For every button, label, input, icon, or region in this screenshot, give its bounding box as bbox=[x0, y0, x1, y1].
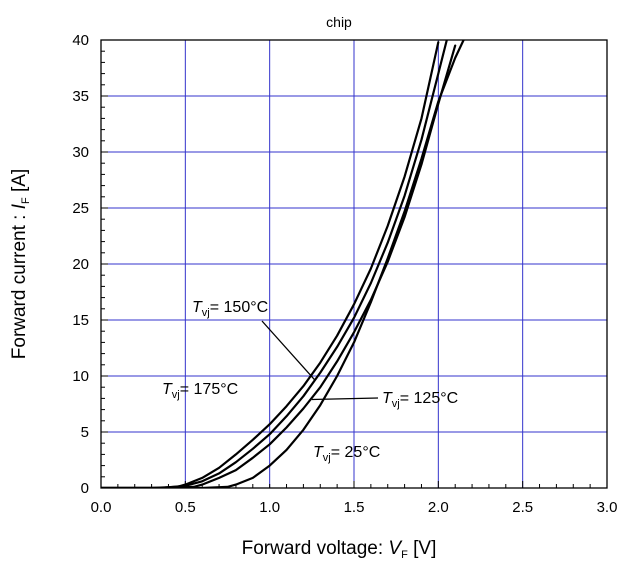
annotation-label-150c: Tvj= 150°C bbox=[192, 299, 268, 319]
x-tick-label: 0.5 bbox=[175, 499, 196, 516]
series-line-2 bbox=[101, 44, 457, 488]
y-axis-title: Forward current : IF [A] bbox=[9, 169, 32, 359]
annotation-pointer-125c bbox=[311, 397, 379, 401]
y-tick-label: 5 bbox=[81, 424, 89, 441]
y-axis-title-prefix: Forward current : bbox=[9, 209, 30, 359]
x-tick-label: 1.0 bbox=[259, 499, 280, 516]
x-axis-title-unit: [V] bbox=[408, 538, 437, 559]
annotation-label-125c: Tvj= 125°C bbox=[382, 390, 458, 410]
x-tick-label: 3.0 bbox=[597, 499, 618, 516]
y-tick-label: 25 bbox=[72, 200, 89, 217]
y-axis-title-symbol: I bbox=[9, 203, 30, 209]
x-tick-label: 1.5 bbox=[344, 499, 365, 516]
axis-ticks: 0.0 0.5 1.0 1.5 2.0 2.5 3.0 0 5 10 15 20 25 30 35 40 bbox=[72, 32, 617, 516]
y-tick-label: 35 bbox=[72, 88, 89, 105]
x-tick-label: 2.0 bbox=[428, 499, 449, 516]
annotation-pointers bbox=[261, 320, 379, 401]
series-line-3 bbox=[101, 40, 465, 488]
y-axis-title-unit: [A] bbox=[9, 169, 30, 198]
x-axis-title-subscript: F bbox=[401, 549, 408, 561]
y-tick-label: 40 bbox=[72, 32, 89, 49]
x-axis-title-prefix: Forward voltage: bbox=[242, 538, 389, 559]
y-tick-label: 20 bbox=[72, 256, 89, 273]
y-tick-label: 30 bbox=[72, 144, 89, 161]
y-axis-title-subscript: F bbox=[20, 197, 32, 204]
x-axis-title: Forward voltage: VF [V] bbox=[242, 538, 437, 561]
chart-title: chip bbox=[326, 14, 352, 30]
x-tick-label: 0.0 bbox=[91, 499, 112, 516]
series-line-1 bbox=[101, 40, 448, 488]
annotation-pointer-150c bbox=[261, 320, 316, 381]
x-axis-title-symbol: V bbox=[388, 538, 403, 559]
x-tick-label: 2.5 bbox=[512, 499, 533, 516]
grid bbox=[101, 40, 607, 488]
y-tick-label: 10 bbox=[72, 368, 89, 385]
y-tick-label: 0 bbox=[81, 480, 89, 497]
annotation-label-175c: Tvj= 175°C bbox=[162, 381, 238, 401]
annotation-label-25c: Tvj= 25°C bbox=[313, 444, 380, 464]
y-tick-label: 15 bbox=[72, 312, 89, 329]
